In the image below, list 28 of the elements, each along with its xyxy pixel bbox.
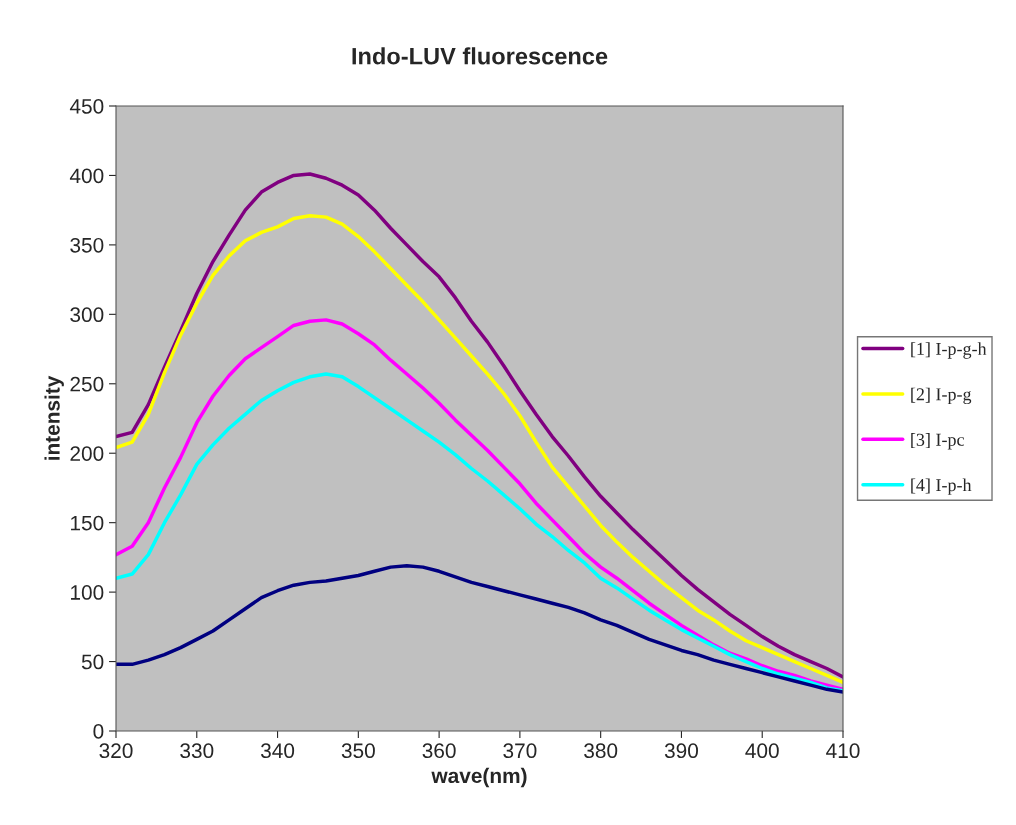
x-tick-label: 390 — [664, 743, 699, 759]
y-tick-label: 450 — [69, 99, 104, 114]
y-tick-label: 200 — [70, 446, 104, 461]
x-tick-label: 400 — [745, 743, 779, 759]
y-axis-title: intensity — [44, 375, 64, 460]
y-tick-label: 400 — [69, 168, 104, 184]
chart-title: Indo-LUV fluorescence — [352, 47, 608, 65]
x-tick-label: 320 — [99, 743, 133, 759]
legend-label: [3] I-pc — [911, 433, 964, 450]
x-tick-label: 360 — [422, 743, 456, 759]
y-tick-label: 0 — [93, 724, 104, 739]
y-tick-label: 300 — [70, 307, 104, 323]
legend-label: [1] I-p-g-h — [911, 342, 987, 359]
line-series — [116, 563, 843, 694]
y-tick-label: 100 — [71, 585, 104, 600]
x-axis-title: wave(nm) — [431, 767, 527, 788]
x-tick-label: 330 — [180, 743, 214, 759]
y-tick-label: 150 — [71, 515, 104, 531]
x-tick-label: 350 — [341, 743, 375, 759]
legend-label: [4] I-p-h — [911, 478, 972, 495]
legend-label: [2] I-p-g — [911, 387, 972, 405]
x-tick-label: 410 — [826, 743, 860, 759]
x-tick-label: 380 — [584, 743, 618, 759]
y-tick-label: 250 — [70, 376, 104, 392]
x-tick-label: 340 — [260, 743, 295, 759]
x-tick-label: 370 — [503, 743, 537, 759]
y-tick-label: 50 — [81, 654, 104, 670]
y-tick-label: 350 — [70, 237, 104, 253]
